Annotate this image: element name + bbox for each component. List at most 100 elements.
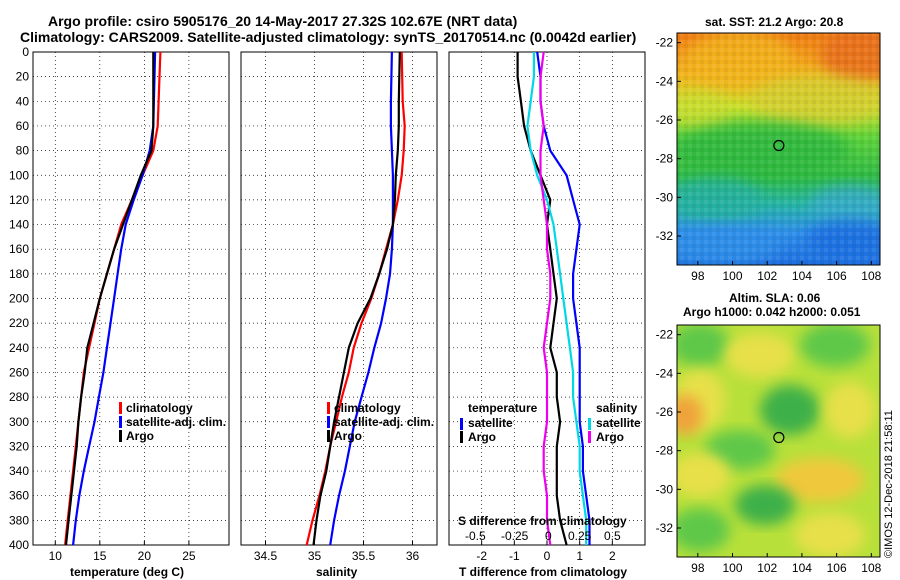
sst-heatmap xyxy=(677,33,880,265)
salinity-tick-labels: 34.5 35 35.5 36 xyxy=(254,549,420,563)
t-difference-tick-labels: -2 -1 0 1 2 xyxy=(476,549,616,563)
legend-s-argo: Argo xyxy=(596,430,624,444)
pressure-tick-label: 380 xyxy=(9,513,29,527)
lon-tick-label: 104 xyxy=(792,269,812,283)
x-tick-label: 0 xyxy=(544,549,551,563)
salinity-grid xyxy=(241,51,437,546)
x-tick-label: 10 xyxy=(49,549,63,563)
temperature-profile-panel: 0 20 40 60 80 100 120 140 160 180 200 220 240 260 280 3… xyxy=(9,45,230,579)
pressure-tick-label: 160 xyxy=(9,242,29,256)
argo-location-marker xyxy=(773,431,785,444)
x-tick-label: 25 xyxy=(182,549,196,563)
lat-tick-label: -22 xyxy=(656,36,674,50)
t-difference-axis-label: T difference from climatology xyxy=(459,565,627,579)
temperature-series xyxy=(64,51,162,546)
x-tick-label: 20 xyxy=(138,549,152,563)
lon-tick-label: 100 xyxy=(723,561,743,575)
lat-tick-label: -26 xyxy=(656,405,674,419)
s-tick-label: 0.25 xyxy=(568,529,592,543)
temperature-plot-frame xyxy=(32,51,230,546)
legend-marker-t-argo xyxy=(460,431,463,443)
legend-title-salinity: salinity xyxy=(596,401,638,415)
legend-marker-argo xyxy=(119,430,122,442)
s-tick-label: 0.5 xyxy=(604,529,621,543)
series-line-s-argo xyxy=(539,51,552,546)
x-tick-label: 34.5 xyxy=(254,549,278,563)
lat-tick-label: -24 xyxy=(656,74,674,88)
temperature-diff-legend: temperature satellite Argo xyxy=(460,401,538,444)
lon-tick-label: 108 xyxy=(861,561,881,575)
difference-grid xyxy=(449,51,645,546)
salinity-diff-legend: salinity satellite Argo xyxy=(588,401,641,444)
temperature-legend: climatology satellite-adj. clim. Argo xyxy=(119,401,226,443)
temperature-grid xyxy=(33,51,229,546)
pressure-tick-label: 400 xyxy=(9,538,29,552)
pressure-tick-label: 340 xyxy=(9,464,29,478)
pressure-tick-label: 0 xyxy=(22,45,29,59)
series-line-satellite-adj-clim- xyxy=(72,51,157,546)
legend-t-argo: Argo xyxy=(468,430,496,444)
sla-map-ticks: 98 100 102 104 106 108 -22 -24 -26 -28 -30 -32 xyxy=(656,328,882,575)
pressure-tick-label: 60 xyxy=(16,119,30,133)
lon-tick-label: 100 xyxy=(723,269,743,283)
legend-t-satellite: satellite xyxy=(468,416,513,430)
sla-heatmap xyxy=(677,325,880,557)
pressure-tick-label: 280 xyxy=(9,390,29,404)
s-difference-axis-label: S difference from climatology xyxy=(458,514,627,528)
legend-marker-climatology xyxy=(327,402,330,414)
series-line-climatology xyxy=(64,51,162,546)
argo-location-marker xyxy=(773,139,785,152)
x-tick-label: 36 xyxy=(406,549,420,563)
legend-climatology: climatology xyxy=(334,401,401,415)
x-tick-label: 2 xyxy=(609,549,616,563)
lon-tick-label: 106 xyxy=(827,561,847,575)
salinity-plot-frame xyxy=(240,51,438,546)
lon-tick-label: 98 xyxy=(691,269,705,283)
pressure-tick-label: 120 xyxy=(9,193,29,207)
s-tick-label: -0.25 xyxy=(501,529,529,543)
sla-map-panel: Altim. SLA: 0.06 Argo h1000: 0.042 h2000… xyxy=(656,291,882,575)
lat-tick-label: -26 xyxy=(656,113,674,127)
figure-title-line2: Climatology: CARS2009. Satellite-adjuste… xyxy=(20,29,636,45)
pressure-tick-label: 260 xyxy=(9,365,29,379)
legend-marker-s-argo xyxy=(588,431,591,443)
x-tick-label: 15 xyxy=(93,549,107,563)
legend-s-satellite: satellite xyxy=(596,416,641,430)
imos-credit: ©IMOS 12-Dec-2018 21:58:11 xyxy=(883,410,895,558)
x-tick-label: 35.5 xyxy=(352,549,376,563)
salinity-series xyxy=(305,51,406,546)
pressure-tick-label: 220 xyxy=(9,316,29,330)
lat-tick-label: -24 xyxy=(656,366,674,380)
lat-tick-label: -30 xyxy=(656,482,674,496)
difference-series xyxy=(516,51,591,546)
lat-tick-label: -30 xyxy=(656,190,674,204)
series-line-t-argo xyxy=(516,52,568,546)
salinity-profile-panel: 34.5 35 35.5 36 salinity climatology satell… xyxy=(240,51,438,579)
lat-tick-label: -22 xyxy=(656,328,674,342)
legend-marker-t-satellite xyxy=(460,418,463,430)
lon-tick-label: 108 xyxy=(861,269,881,283)
legend-satellite: satellite-adj. clim. xyxy=(126,415,226,429)
x-tick-label: 35 xyxy=(308,549,322,563)
series-line-argo xyxy=(312,51,401,546)
lon-tick-label: 102 xyxy=(757,561,777,575)
pressure-tick-label: 300 xyxy=(9,415,29,429)
salinity-legend: climatology satellite-adj. clim. Argo xyxy=(327,401,434,443)
pressure-tick-label: 180 xyxy=(9,267,29,281)
lon-tick-label: 102 xyxy=(757,269,777,283)
sst-map-panel: sat. SST: 21.2 Argo: 20.8 98 100 102 104 106… xyxy=(656,15,882,283)
sla-map-title: Altim. SLA: 0.06 xyxy=(729,291,821,305)
pressure-tick-label: 40 xyxy=(16,94,30,108)
legend-marker-climatology xyxy=(119,402,122,414)
legend-satellite: satellite-adj. clim. xyxy=(334,415,434,429)
series-line-t-satellite xyxy=(536,51,591,545)
s-tick-label: -0.5 xyxy=(465,529,486,543)
lat-tick-label: -28 xyxy=(656,444,674,458)
x-tick-label: -2 xyxy=(476,549,487,563)
lon-tick-label: 98 xyxy=(691,561,705,575)
difference-profile-panel: -2 -1 0 1 2 T difference from climatology S … xyxy=(448,51,646,579)
x-tick-label: 1 xyxy=(576,549,583,563)
series-line-s-satellite xyxy=(526,52,588,545)
legend-argo: Argo xyxy=(334,429,362,443)
